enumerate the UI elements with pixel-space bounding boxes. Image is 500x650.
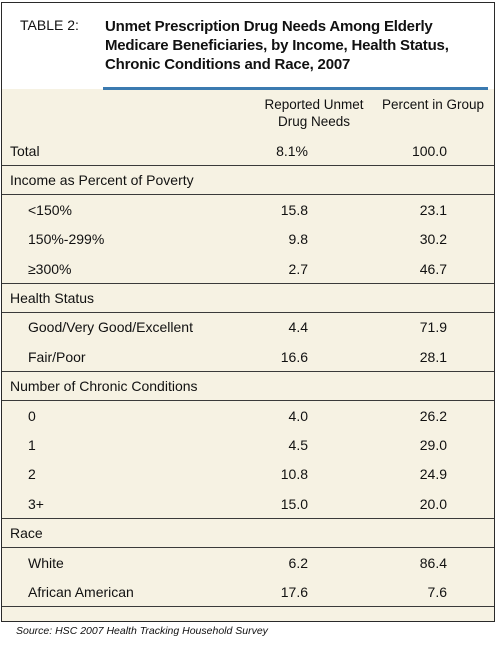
- cell-percent: 100.0: [411, 143, 447, 159]
- cell-unmet: 4.5: [288, 437, 308, 453]
- cell-percent: 28.1: [419, 348, 447, 365]
- table-row: ≥300% 2.7 46.7: [2, 255, 494, 284]
- cell-unmet: 15.8: [280, 201, 308, 218]
- column-header-unmet: Reported Unmet Drug Needs: [234, 96, 394, 130]
- cell-percent: 46.7: [419, 260, 447, 277]
- table-label: TABLE 2:: [20, 17, 79, 33]
- section-label: Health Status: [10, 290, 95, 306]
- cell-unmet: 2.7: [288, 260, 308, 277]
- row-label: Fair/Poor: [28, 348, 86, 365]
- cell-percent: 86.4: [419, 554, 447, 571]
- row-label: <150%: [28, 201, 72, 218]
- row-label: White: [28, 554, 64, 571]
- row-label: Total: [10, 143, 40, 159]
- source-note: Source: HSC 2007 Health Tracking Househo…: [16, 625, 268, 637]
- cell-unmet: 16.6: [280, 348, 308, 365]
- section-row: Number of Chronic Conditions: [2, 372, 494, 402]
- cell-percent: 7.6: [427, 584, 447, 600]
- row-label: African American: [28, 584, 134, 600]
- table-row: 1 4.5 29.0: [2, 431, 494, 460]
- table-row: 150%-299% 9.8 30.2: [2, 225, 494, 254]
- column-header-line: Drug Needs: [277, 114, 351, 129]
- table-row: 2 10.8 24.9: [2, 460, 494, 489]
- row-label: 1: [28, 437, 36, 453]
- row-label: 2: [28, 466, 36, 483]
- cell-unmet: 17.6: [280, 584, 308, 600]
- table-row: Good/Very Good/Excellent 4.4 71.9: [2, 313, 494, 342]
- row-label: ≥300%: [28, 260, 72, 277]
- table-row: White 6.2 86.4: [2, 549, 494, 578]
- row-label: 3+: [28, 495, 44, 512]
- table-row: <150% 15.8 23.1: [2, 196, 494, 225]
- section-label: Income as Percent of Poverty: [10, 172, 194, 189]
- table-title-line: Chronic Conditions and Race, 2007: [105, 56, 351, 73]
- title-rule: [103, 87, 488, 90]
- table-row: Fair/Poor 16.6 28.1: [2, 343, 494, 372]
- table-frame: TABLE 2: Unmet Prescription Drug Needs A…: [1, 2, 495, 622]
- column-header-line: Reported Unmet: [264, 97, 364, 112]
- column-headers: Reported Unmet Drug Needs Percent in Gro…: [2, 93, 494, 137]
- table-row: 3+ 15.0 20.0: [2, 490, 494, 519]
- cell-percent: 26.2: [419, 407, 447, 424]
- cell-unmet: 15.0: [280, 495, 308, 512]
- cell-unmet: 8.1%: [276, 143, 308, 159]
- cell-unmet: 6.2: [288, 554, 308, 571]
- cell-percent: 30.2: [419, 231, 447, 248]
- cell-unmet: 9.8: [288, 231, 308, 248]
- row-label: 150%-299%: [28, 231, 105, 248]
- cell-percent: 24.9: [419, 466, 447, 483]
- section-row: Health Status: [2, 284, 494, 313]
- cell-unmet: 4.4: [288, 319, 308, 336]
- section-label: Number of Chronic Conditions: [10, 378, 198, 395]
- cell-percent: 23.1: [419, 201, 447, 218]
- section-row: Income as Percent of Poverty: [2, 166, 494, 196]
- cell-unmet: 4.0: [288, 407, 308, 424]
- cell-percent: 29.0: [419, 437, 447, 453]
- table-header: TABLE 2: Unmet Prescription Drug Needs A…: [2, 3, 494, 90]
- table-title: Unmet Prescription Drug Needs Among Elde…: [105, 17, 465, 74]
- section-row: Race: [2, 519, 494, 549]
- row-label: Good/Very Good/Excellent: [28, 319, 193, 336]
- column-header-percent: Percent in Group: [381, 97, 485, 112]
- cell-percent: 20.0: [419, 495, 447, 512]
- table-row: African American 17.6 7.6: [2, 578, 494, 607]
- row-label: 0: [28, 407, 36, 424]
- table-row: Total 8.1% 100.0: [2, 137, 494, 166]
- section-label: Race: [10, 525, 43, 542]
- table-row: 0 4.0 26.2: [2, 402, 494, 431]
- table-title-line: Medicare Beneficiaries, by Income, Healt…: [105, 37, 449, 54]
- cell-percent: 71.9: [419, 319, 447, 336]
- cell-unmet: 10.8: [280, 466, 308, 483]
- table-title-line: Unmet Prescription Drug Needs Among Elde…: [105, 18, 433, 35]
